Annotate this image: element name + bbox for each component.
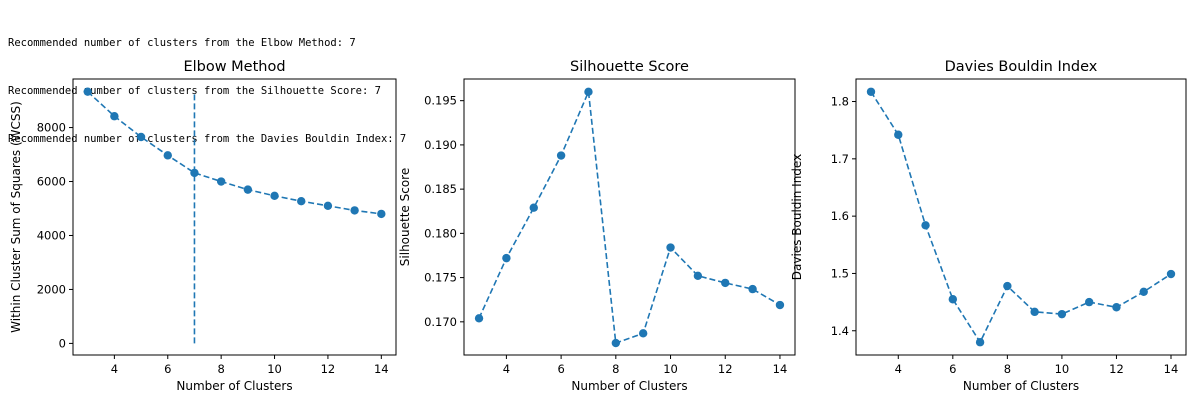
plot-frame xyxy=(463,78,796,356)
data-point xyxy=(975,338,985,347)
data-point xyxy=(1003,281,1012,291)
x-tick-label: 14 xyxy=(1164,362,1179,376)
data-point xyxy=(693,271,703,281)
x-tick-label: 6 xyxy=(557,362,564,376)
y-tick-label: 4000 xyxy=(37,228,66,242)
data-point xyxy=(1057,309,1067,319)
output-line-silhouette: Recommended number of clusters from the … xyxy=(8,85,381,97)
y-tick-label: 6000 xyxy=(37,175,66,189)
data-point xyxy=(243,185,253,194)
series-line xyxy=(478,88,781,345)
x-tick-label: 8 xyxy=(612,362,619,376)
data-point xyxy=(350,206,359,215)
console-output: Recommended number of clusters from the … xyxy=(8,3,406,163)
data-point xyxy=(1030,307,1039,317)
data-point xyxy=(666,243,675,252)
x-tick-label: 4 xyxy=(503,362,510,376)
x-tick-label: 12 xyxy=(718,362,733,376)
y-tick-label: 0.190 xyxy=(424,138,457,152)
x-tick-label: 14 xyxy=(374,362,389,376)
y-tick-label: 0.195 xyxy=(424,94,457,108)
data-point xyxy=(1112,303,1121,312)
data-point xyxy=(190,168,199,178)
x-tick-label: 12 xyxy=(1109,362,1124,376)
plot-frame xyxy=(72,78,397,356)
y-tick-label: 0.180 xyxy=(424,226,457,240)
y-tick-label: 0.175 xyxy=(424,271,457,285)
x-tick-label: 10 xyxy=(1055,362,1070,376)
y-tick-label: 1.7 xyxy=(831,152,849,166)
data-point xyxy=(529,203,538,212)
x-tick-label: 6 xyxy=(949,362,956,376)
x-tick-label: 4 xyxy=(895,362,902,376)
data-point xyxy=(948,295,958,304)
data-point xyxy=(866,87,876,96)
data-point xyxy=(1084,297,1094,307)
y-tick-label: 0.185 xyxy=(424,182,457,196)
chart-elbow: Elbow Method 4 6 8 10 12 14 0 2000 4000 6000 8000 Nu… xyxy=(9,59,397,393)
data-point xyxy=(1139,287,1148,296)
data-point xyxy=(775,300,785,310)
x-tick-label: 8 xyxy=(1004,362,1011,376)
data-point xyxy=(611,338,621,348)
y-axis-label: Within Cluster Sum of Squares (WCSS) xyxy=(9,101,23,333)
data-point xyxy=(748,284,757,294)
y-tick-label: 1.6 xyxy=(831,209,849,223)
series-line xyxy=(87,91,382,215)
data-point xyxy=(163,151,172,160)
data-point xyxy=(474,314,484,323)
y-tick-label: 2000 xyxy=(37,282,66,296)
y-tick-label: 1.4 xyxy=(831,324,849,338)
data-point xyxy=(136,132,146,142)
chart-silhouette: Silhouette Score 4 6 8 10 12 14 0.170 0.175 0.180… xyxy=(398,59,796,393)
chart-davies-bouldin: Davies Bouldin Index 4 6 8 10 12 14 1.4 1.5 1.6 1.… xyxy=(790,59,1187,393)
y-axis-label: Silhouette Score xyxy=(398,168,412,266)
data-point xyxy=(377,209,386,219)
x-tick-label: 6 xyxy=(164,362,171,376)
data-point xyxy=(584,87,593,97)
chart-title: Elbow Method xyxy=(183,59,285,75)
data-point xyxy=(83,87,92,96)
y-tick-label: 1.5 xyxy=(831,266,849,280)
output-line-elbow: Recommended number of clusters from the … xyxy=(8,37,356,49)
data-point xyxy=(270,191,279,201)
data-point xyxy=(921,221,930,230)
x-axis-label: Number of Clusters xyxy=(176,379,292,393)
x-tick-label: 12 xyxy=(321,362,336,376)
data-point xyxy=(1166,269,1176,279)
chart-title: Davies Bouldin Index xyxy=(945,59,1098,75)
output-line-davies-bouldin: Recommended number of clusters from the … xyxy=(8,133,407,145)
series-line xyxy=(870,91,1172,344)
plot-frame xyxy=(855,78,1187,356)
x-tick-label: 4 xyxy=(111,362,118,376)
x-tick-label: 8 xyxy=(217,362,224,376)
data-point xyxy=(556,151,566,160)
x-tick-label: 10 xyxy=(663,362,678,376)
x-axis-label: Number of Clusters xyxy=(963,379,1079,393)
data-point xyxy=(297,197,306,206)
y-tick-label: 0 xyxy=(59,336,66,350)
data-point xyxy=(216,177,226,186)
chart-title: Silhouette Score xyxy=(570,59,689,75)
x-axis-label: Number of Clusters xyxy=(571,379,687,393)
data-point xyxy=(721,278,730,288)
data-point xyxy=(110,112,119,121)
y-tick-label: 1.8 xyxy=(831,95,849,109)
data-point xyxy=(638,329,648,338)
x-tick-label: 14 xyxy=(773,362,788,376)
data-point xyxy=(323,201,333,211)
y-axis-label: Davies Bouldin Index xyxy=(790,154,804,280)
data-point xyxy=(894,130,903,139)
y-tick-label: 0.170 xyxy=(424,315,457,329)
x-tick-label: 10 xyxy=(267,362,282,376)
y-tick-label: 8000 xyxy=(37,121,66,135)
data-point xyxy=(502,253,511,263)
